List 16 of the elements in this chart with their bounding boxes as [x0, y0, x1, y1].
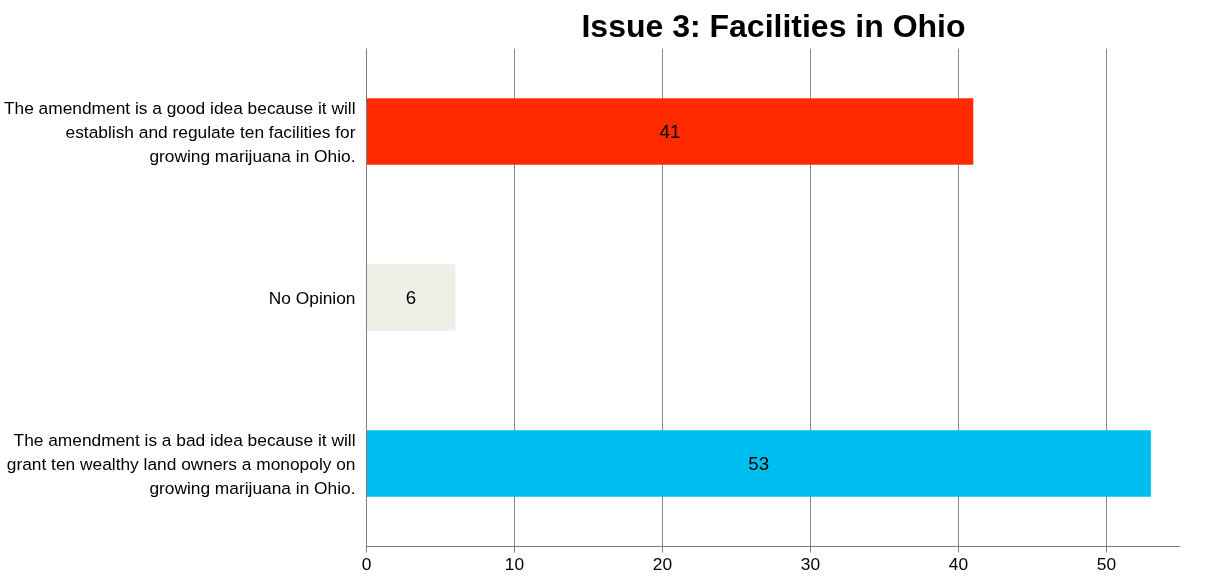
data-label: 41 — [659, 121, 681, 142]
x-tick-label: 10 — [504, 553, 525, 574]
y-tick-label: No Opinion — [268, 287, 356, 308]
data-label: 53 — [748, 453, 770, 474]
bar — [366, 98, 974, 165]
chart-title: Issue 3: Facilities in Ohio — [581, 7, 966, 44]
y-tick-label: The amendment is a bad idea because it will grant ten wealthy land owners a monopoly on growing marijuana in Ohio. — [6, 429, 356, 498]
bar — [366, 264, 456, 331]
data-label: 6 — [405, 287, 417, 308]
x-tick-label: 50 — [1096, 553, 1117, 574]
y-tick-label: The amendment is a good idea because it will establish and regulate ten facilities for growing marijuana in Ohio. — [3, 97, 356, 166]
x-tick-label: 20 — [652, 553, 673, 574]
x-tick-label: 0 — [361, 553, 372, 574]
x-tick-label: 30 — [800, 553, 821, 574]
bar — [366, 430, 1151, 497]
x-tick-label: 40 — [948, 553, 969, 574]
